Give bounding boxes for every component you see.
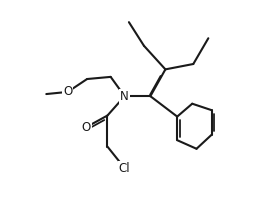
Text: N: N [120, 90, 129, 103]
Text: Cl: Cl [119, 162, 130, 175]
Text: O: O [81, 121, 91, 134]
Text: O: O [63, 85, 72, 98]
